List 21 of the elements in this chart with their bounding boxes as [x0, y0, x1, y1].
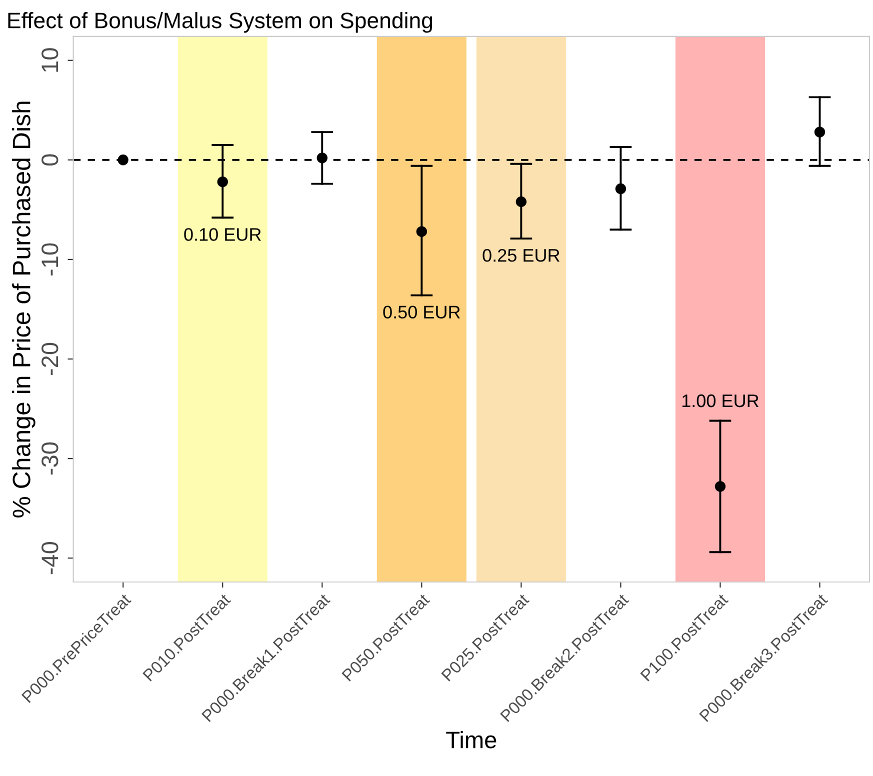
- band-label: 1.00 EUR: [682, 394, 759, 408]
- chart-title: Effect of Bonus/Malus System on Spending: [8, 12, 432, 33]
- point: [814, 126, 826, 138]
- x-axis-title: Time: [446, 731, 496, 748]
- point: [615, 183, 626, 194]
- y-tick-label: 0: [42, 154, 58, 166]
- y-tick-label: -40: [42, 542, 58, 574]
- y-tick-label: -20: [42, 342, 58, 376]
- y-tick-label: 10: [42, 48, 58, 72]
- point: [516, 196, 527, 208]
- point: [217, 176, 228, 188]
- y-tick-label: -30: [42, 442, 58, 475]
- point: [118, 154, 128, 166]
- point: [316, 152, 328, 164]
- band-label: 0.10 EUR: [184, 228, 261, 241]
- y-tick-label: -10: [42, 243, 58, 276]
- point: [416, 226, 428, 237]
- band-label: 0.25 EUR: [482, 248, 560, 262]
- band-label: 0.50 EUR: [383, 306, 460, 319]
- point: [714, 481, 726, 492]
- y-axis-title: % Change in Price of Purchased Dish: [12, 102, 36, 518]
